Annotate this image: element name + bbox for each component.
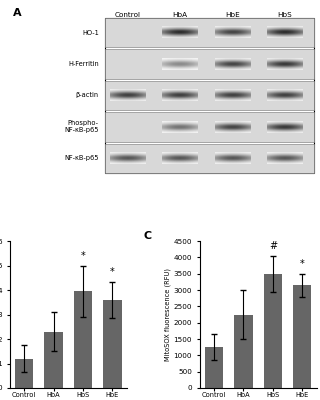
- Bar: [44, 332, 63, 388]
- Bar: [103, 300, 122, 388]
- Text: HO-1: HO-1: [82, 30, 99, 36]
- Text: HbE: HbE: [225, 12, 240, 18]
- FancyBboxPatch shape: [105, 18, 314, 47]
- Text: C: C: [143, 231, 151, 241]
- Text: Phospho-
NF-κB-p65: Phospho- NF-κB-p65: [64, 120, 99, 134]
- Text: *: *: [81, 251, 85, 261]
- Bar: [15, 359, 33, 388]
- Bar: [234, 314, 252, 388]
- Text: NF-κB-p65: NF-κB-p65: [64, 156, 99, 162]
- Text: β-actin: β-actin: [76, 92, 99, 98]
- FancyBboxPatch shape: [105, 49, 314, 79]
- Bar: [74, 291, 92, 388]
- Bar: [205, 347, 223, 388]
- Text: Control: Control: [115, 12, 141, 18]
- Text: #: #: [269, 242, 277, 252]
- Bar: [293, 285, 311, 388]
- Text: HbS: HbS: [277, 12, 292, 18]
- Text: *: *: [110, 267, 115, 277]
- Text: H-Ferritin: H-Ferritin: [68, 61, 99, 67]
- FancyBboxPatch shape: [105, 81, 314, 110]
- FancyBboxPatch shape: [105, 112, 314, 142]
- FancyBboxPatch shape: [105, 144, 314, 173]
- Text: *: *: [300, 259, 305, 269]
- Text: HbA: HbA: [172, 12, 188, 18]
- Text: A: A: [13, 8, 21, 18]
- FancyBboxPatch shape: [105, 18, 314, 173]
- Y-axis label: MitoSOX fluorescence (RFU): MitoSOX fluorescence (RFU): [164, 268, 171, 361]
- Bar: [264, 274, 282, 388]
